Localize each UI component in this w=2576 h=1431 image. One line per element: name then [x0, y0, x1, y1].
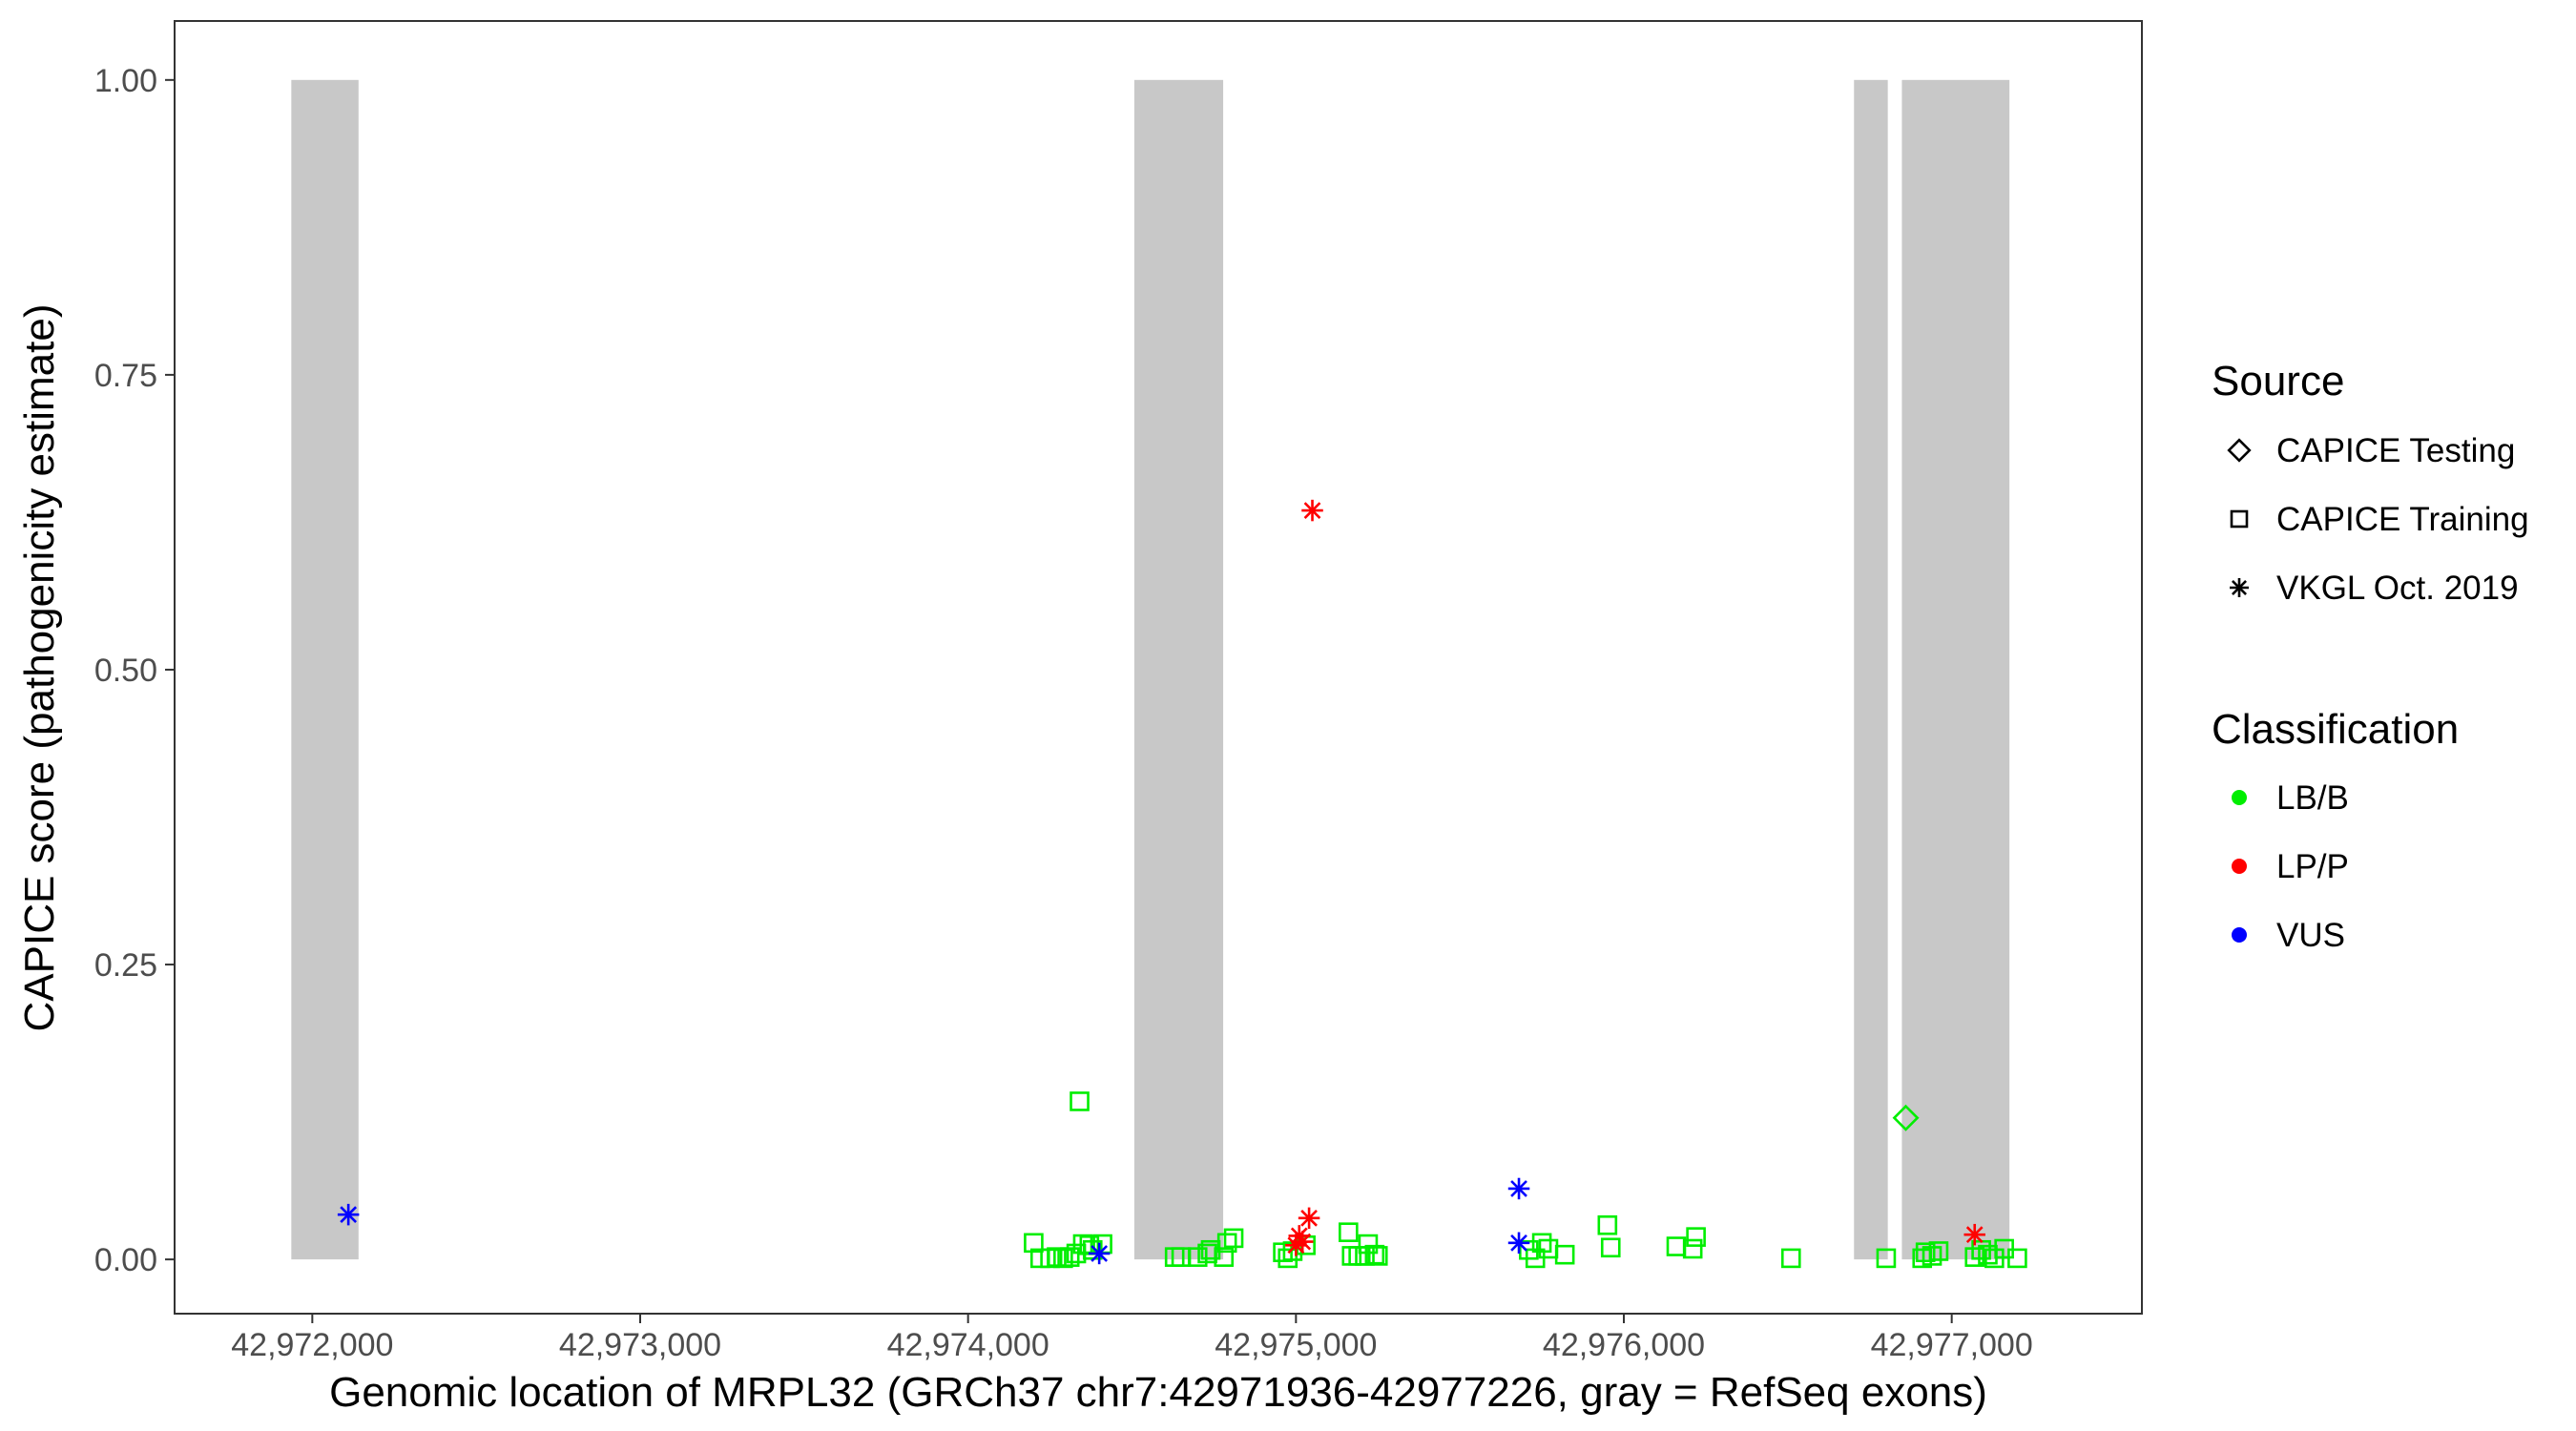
data-point-square [1059, 1247, 1080, 1267]
legend-label-source: CAPICE Testing [2276, 432, 2515, 469]
x-tick-label: 42,973,000 [559, 1327, 721, 1363]
data-point-square [1047, 1247, 1067, 1267]
data-point-asterisk [1088, 1242, 1111, 1265]
legend-label-classification: VUS [2276, 917, 2345, 954]
data-point-square [1355, 1246, 1375, 1266]
data-point-square [1216, 1233, 1237, 1254]
y-tick-label: 0.25 [94, 947, 157, 984]
data-point-square [1922, 1246, 1942, 1266]
data-points [337, 499, 2027, 1269]
data-point-asterisk [1301, 499, 1323, 522]
exon-band-1 [291, 79, 359, 1260]
data-point-square [1070, 1091, 1090, 1111]
x-tick-label: 42,976,000 [1543, 1327, 1705, 1363]
data-point-asterisk [1963, 1223, 1985, 1246]
x-axis: 42,972,000 42,973,000 42,974,000 42,975,000… [231, 1314, 2033, 1363]
legend-key-dot [2232, 859, 2247, 874]
legend-key-asterisk [2230, 578, 2249, 597]
x-tick-label: 42,977,000 [1871, 1327, 2033, 1363]
data-point-square [1876, 1248, 1897, 1269]
data-point-square [1600, 1237, 1621, 1258]
data-point-square [1682, 1238, 1703, 1259]
data-point-square [1358, 1234, 1379, 1255]
data-point-square [1278, 1248, 1298, 1269]
data-point-square [1666, 1236, 1687, 1256]
data-point-asterisk [337, 1203, 360, 1226]
x-axis-title: Genomic location of MRPL32 (GRCh37 chr7:… [329, 1369, 1987, 1416]
legend-key-dot [2232, 927, 2247, 943]
data-point-asterisk [1507, 1177, 1530, 1200]
x-tick-label: 42,975,000 [1215, 1327, 1377, 1363]
legend-source-items: CAPICE Testing CAPICE Training VKGL Oct. 2… [2227, 432, 2529, 607]
data-point-square [1780, 1248, 1801, 1269]
exon-band-2 [1133, 79, 1224, 1260]
legend-classification-title: Classification [2212, 706, 2459, 753]
data-point-asterisk [1298, 1207, 1320, 1230]
data-point-asterisk [1507, 1232, 1530, 1255]
data-point-square [1348, 1246, 1368, 1266]
legend-key-diamond [2227, 438, 2252, 463]
data-point-square [1214, 1247, 1235, 1267]
data-point-square [1964, 1247, 1985, 1267]
exon-band-4 [1901, 79, 2010, 1260]
y-tick-label: 0.50 [94, 653, 157, 689]
data-point-square [1053, 1248, 1073, 1269]
y-tick-label: 1.00 [94, 63, 157, 99]
legend-key-square [2230, 509, 2249, 529]
legend-label-classification: LP/P [2276, 848, 2349, 885]
exon-band-3 [1854, 79, 1888, 1260]
y-axis: 0.00 0.25 0.50 0.75 1.00 [94, 63, 175, 1278]
y-tick-label: 0.00 [94, 1242, 157, 1278]
legend-classification-items: LB/B LP/P VUS [2232, 779, 2349, 954]
y-tick-label: 0.75 [94, 358, 157, 394]
data-point-square [1928, 1241, 1949, 1261]
data-point-square [1040, 1248, 1060, 1269]
data-point-square [1686, 1227, 1706, 1247]
data-point-square [1531, 1233, 1552, 1254]
x-tick-label: 42,974,000 [887, 1327, 1049, 1363]
y-axis-title: CAPICE score (pathogenicity estimate) [16, 304, 63, 1032]
data-point-square [1024, 1233, 1044, 1254]
legend-label-source: VKGL Oct. 2019 [2276, 570, 2519, 607]
exon-bands [291, 79, 2010, 1260]
legend-source-title: Source [2212, 358, 2344, 404]
data-point-square [1554, 1244, 1575, 1265]
data-point-square [1339, 1222, 1359, 1242]
data-point-diamond [1892, 1104, 1920, 1131]
data-point-asterisk [1291, 1231, 1314, 1253]
data-point-square [1273, 1242, 1293, 1263]
legend-label-source: CAPICE Training [2276, 501, 2529, 538]
data-point-square [1341, 1246, 1362, 1266]
plot-panel-border [174, 20, 2143, 1315]
data-point-square [1187, 1247, 1208, 1267]
legend-key-dot [2232, 790, 2247, 805]
legend: Source Classification CAPICE TestingCAPI… [2212, 358, 2529, 954]
data-point-square [1367, 1246, 1388, 1266]
x-tick-label: 42,972,000 [231, 1327, 393, 1363]
data-point-square [2007, 1248, 2027, 1269]
data-point-square [1915, 1242, 1936, 1263]
legend-label-classification: LB/B [2276, 779, 2349, 817]
data-point-square [1223, 1228, 1244, 1249]
data-point-square [1597, 1214, 1618, 1235]
